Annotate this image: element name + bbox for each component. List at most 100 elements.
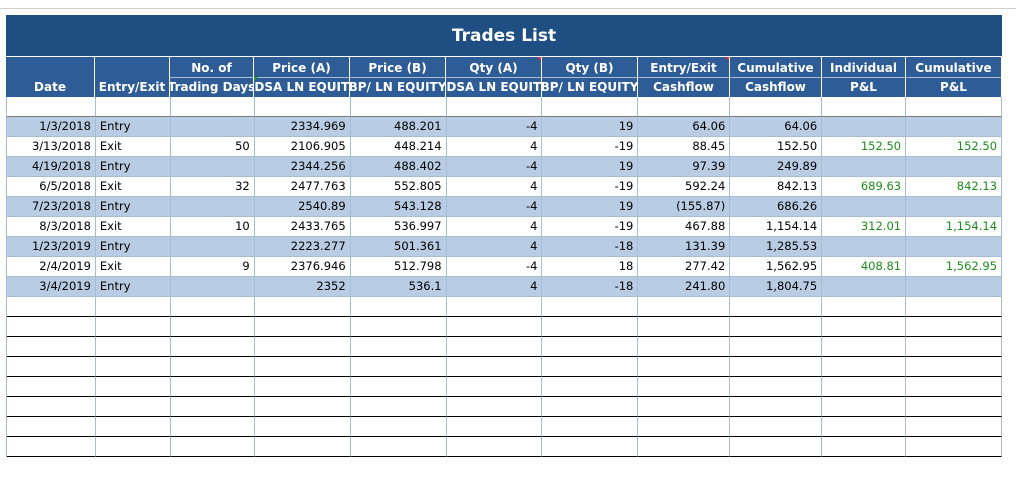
date-cell[interactable]: 7/23/2018 bbox=[7, 197, 96, 217]
table-cell[interactable] bbox=[170, 337, 255, 357]
table-cell[interactable] bbox=[822, 397, 907, 417]
table-cell[interactable] bbox=[350, 437, 447, 457]
header-trading-days[interactable]: No. of Trading Days bbox=[170, 57, 254, 97]
price-a-cell[interactable]: 2477.763 bbox=[254, 177, 351, 197]
cashflow-cell[interactable]: (155.87) bbox=[638, 197, 731, 217]
cashflow-cell[interactable]: 88.45 bbox=[638, 137, 731, 157]
cumulative-cashflow-cell[interactable]: 1,285.53 bbox=[730, 237, 823, 257]
price-a-cell[interactable]: 2540.89 bbox=[254, 197, 351, 217]
table-cell[interactable] bbox=[446, 377, 543, 397]
price-a-cell[interactable]: 2352 bbox=[254, 277, 351, 297]
table-cell[interactable] bbox=[638, 317, 731, 337]
table-cell[interactable] bbox=[822, 357, 907, 377]
date-cell[interactable]: 3/13/2018 bbox=[7, 137, 96, 157]
table-cell[interactable] bbox=[638, 377, 731, 397]
qty-b-cell[interactable]: -18 bbox=[542, 237, 639, 257]
trading-days-cell[interactable]: 50 bbox=[170, 137, 255, 157]
qty-b-cell[interactable]: -18 bbox=[542, 277, 639, 297]
table-cell[interactable] bbox=[542, 297, 639, 317]
header-entry-exit[interactable]: Entry/Exit bbox=[95, 57, 170, 97]
cumulative-cashflow-cell[interactable]: 1,562.95 bbox=[730, 257, 823, 277]
date-cell[interactable]: 1/23/2019 bbox=[7, 237, 96, 257]
table-cell[interactable] bbox=[350, 317, 447, 337]
table-cell[interactable] bbox=[638, 297, 731, 317]
entry-exit-cell[interactable]: Exit bbox=[95, 137, 171, 157]
price-b-cell[interactable]: 536.997 bbox=[350, 217, 447, 237]
price-a-cell[interactable]: 2376.946 bbox=[254, 257, 351, 277]
table-cell[interactable] bbox=[822, 317, 907, 337]
header-individual-pnl[interactable]: Individual P&L bbox=[822, 57, 906, 97]
table-cell[interactable] bbox=[906, 297, 1003, 317]
qty-a-cell[interactable]: 4 bbox=[446, 137, 543, 157]
price-a-cell[interactable]: 2223.277 bbox=[254, 237, 351, 257]
price-a-cell[interactable]: 2106.905 bbox=[254, 137, 351, 157]
table-cell[interactable] bbox=[638, 417, 731, 437]
cumulative-pnl-cell[interactable]: 152.50 bbox=[906, 137, 1003, 157]
table-cell[interactable] bbox=[822, 377, 907, 397]
qty-b-cell[interactable]: -19 bbox=[542, 137, 639, 157]
table-cell[interactable] bbox=[730, 397, 823, 417]
date-cell[interactable]: 8/3/2018 bbox=[7, 217, 96, 237]
table-cell[interactable] bbox=[350, 397, 447, 417]
table-cell[interactable] bbox=[906, 357, 1003, 377]
cumulative-pnl-cell[interactable] bbox=[906, 117, 1003, 137]
date-cell[interactable]: 2/4/2019 bbox=[7, 257, 96, 277]
table-cell[interactable] bbox=[822, 297, 907, 317]
table-cell[interactable] bbox=[95, 357, 171, 377]
qty-b-cell[interactable]: 19 bbox=[542, 197, 639, 217]
header-price-b[interactable]: Price (B) BP/ LN EQUITY bbox=[350, 57, 446, 97]
header-cumulative-cashflow[interactable]: Cumulative Cashflow bbox=[730, 57, 822, 97]
cumulative-pnl-cell[interactable]: 842.13 bbox=[906, 177, 1003, 197]
table-cell[interactable] bbox=[638, 357, 731, 377]
table-cell[interactable] bbox=[906, 397, 1003, 417]
header-qty-b[interactable]: Qty (B) BP/ LN EQUITY bbox=[542, 57, 638, 97]
header-cumulative-pnl[interactable]: Cumulative P&L bbox=[906, 57, 1002, 97]
table-cell[interactable] bbox=[7, 377, 96, 397]
table-cell[interactable] bbox=[906, 437, 1003, 457]
table-cell[interactable] bbox=[254, 357, 351, 377]
table-cell[interactable] bbox=[542, 337, 639, 357]
table-cell[interactable] bbox=[170, 97, 255, 117]
table-cell[interactable] bbox=[170, 357, 255, 377]
cumulative-pnl-cell[interactable] bbox=[906, 197, 1003, 217]
table-cell[interactable] bbox=[446, 417, 543, 437]
table-cell[interactable] bbox=[254, 377, 351, 397]
table-cell[interactable] bbox=[730, 417, 823, 437]
individual-pnl-cell[interactable] bbox=[822, 197, 907, 217]
table-cell[interactable] bbox=[446, 437, 543, 457]
header-qty-a[interactable]: Qty (A)RDSA LN EQUITY bbox=[446, 57, 542, 97]
table-cell[interactable] bbox=[638, 397, 731, 417]
table-cell[interactable] bbox=[906, 337, 1003, 357]
cumulative-cashflow-cell[interactable]: 686.26 bbox=[730, 197, 823, 217]
entry-exit-cell[interactable]: Entry bbox=[95, 277, 171, 297]
price-b-cell[interactable]: 552.805 bbox=[350, 177, 447, 197]
table-cell[interactable] bbox=[822, 417, 907, 437]
individual-pnl-cell[interactable]: 152.50 bbox=[822, 137, 907, 157]
table-cell[interactable] bbox=[95, 297, 171, 317]
cashflow-cell[interactable]: 467.88 bbox=[638, 217, 731, 237]
table-cell[interactable] bbox=[7, 357, 96, 377]
cumulative-pnl-cell[interactable]: 1,562.95 bbox=[906, 257, 1003, 277]
date-cell[interactable]: 4/19/2018 bbox=[7, 157, 96, 177]
individual-pnl-cell[interactable]: 408.81 bbox=[822, 257, 907, 277]
table-cell[interactable] bbox=[254, 397, 351, 417]
table-cell[interactable] bbox=[7, 297, 96, 317]
table-cell[interactable] bbox=[95, 377, 171, 397]
entry-exit-cell[interactable]: Entry bbox=[95, 197, 171, 217]
table-cell[interactable] bbox=[906, 317, 1003, 337]
table-cell[interactable] bbox=[638, 437, 731, 457]
table-cell[interactable] bbox=[638, 337, 731, 357]
table-cell[interactable] bbox=[730, 357, 823, 377]
trading-days-cell[interactable]: 9 bbox=[170, 257, 255, 277]
cumulative-cashflow-cell[interactable]: 249.89 bbox=[730, 157, 823, 177]
entry-exit-cell[interactable]: Entry bbox=[95, 117, 171, 137]
header-date[interactable]: Date bbox=[6, 57, 95, 97]
trading-days-cell[interactable] bbox=[170, 277, 255, 297]
cumulative-cashflow-cell[interactable]: 1,804.75 bbox=[730, 277, 823, 297]
trading-days-cell[interactable]: 32 bbox=[170, 177, 255, 197]
qty-b-cell[interactable]: -19 bbox=[542, 177, 639, 197]
table-cell[interactable] bbox=[95, 97, 171, 117]
table-cell[interactable] bbox=[254, 337, 351, 357]
table-cell[interactable] bbox=[542, 317, 639, 337]
qty-a-cell[interactable]: -4 bbox=[446, 157, 543, 177]
